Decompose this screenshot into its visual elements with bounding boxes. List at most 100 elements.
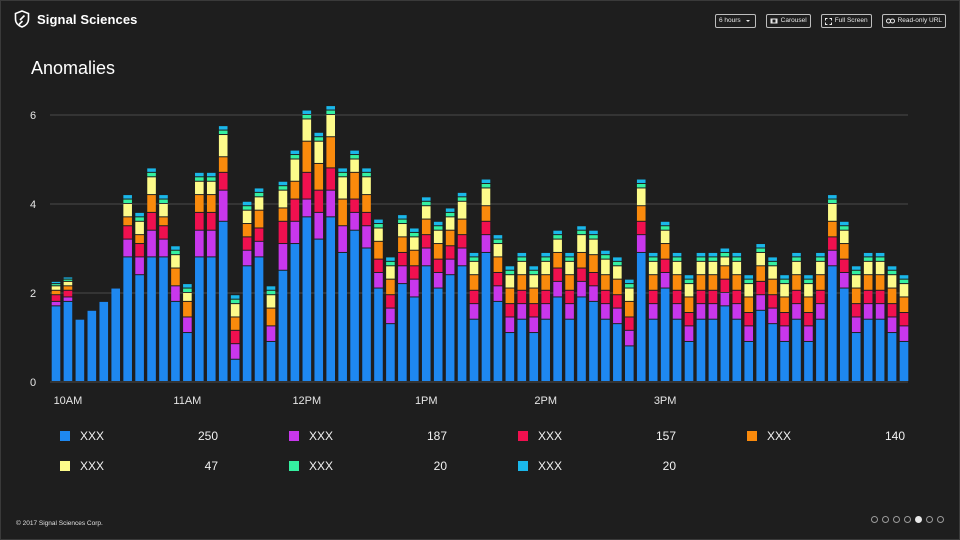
bar-segment[interactable] [266, 326, 276, 341]
bar-segment[interactable] [290, 199, 300, 221]
bar-segment[interactable] [493, 301, 503, 381]
bar-segment[interactable] [314, 132, 324, 137]
bar-segment[interactable] [469, 319, 479, 381]
bar-segment[interactable] [863, 257, 873, 261]
bar-segment[interactable] [756, 310, 765, 381]
bar-segment[interactable] [51, 306, 61, 381]
bar-segment[interactable] [493, 239, 503, 244]
bar-segment[interactable] [398, 266, 407, 284]
bar-segment[interactable] [338, 172, 347, 177]
bar-segment[interactable] [780, 275, 789, 279]
bar-segment[interactable] [816, 252, 825, 257]
bar-segment[interactable] [362, 168, 371, 172]
bar-segment[interactable] [696, 275, 706, 290]
bar-segment[interactable] [493, 272, 503, 286]
bar-segment[interactable] [851, 266, 861, 270]
bar-segment[interactable] [421, 206, 431, 219]
bar-segment[interactable] [744, 279, 754, 284]
bar-segment[interactable] [625, 330, 634, 346]
bar-segment[interactable] [362, 226, 371, 248]
bar-segment[interactable] [863, 252, 873, 257]
bar-segment[interactable] [720, 248, 730, 252]
bar-segment[interactable] [290, 221, 300, 244]
bar-segment[interactable] [804, 275, 813, 279]
bar-segment[interactable] [362, 177, 371, 195]
bar-segment[interactable] [875, 304, 885, 319]
bar-segment[interactable] [517, 261, 527, 275]
bar-segment[interactable] [505, 266, 515, 270]
bar-segment[interactable] [636, 221, 646, 235]
bar-segment[interactable] [768, 279, 777, 295]
bar-segment[interactable] [266, 295, 276, 308]
bar-segment[interactable] [230, 295, 240, 299]
bar-segment[interactable] [720, 257, 730, 266]
bar-segment[interactable] [804, 284, 813, 297]
bar-segment[interactable] [804, 326, 813, 341]
bar-segment[interactable] [589, 239, 598, 255]
bar-segment[interactable] [660, 230, 670, 244]
bar-segment[interactable] [326, 110, 335, 114]
bar-segment[interactable] [374, 241, 383, 259]
bar-segment[interactable] [183, 301, 192, 317]
bar-segment[interactable] [553, 235, 562, 239]
bar-segment[interactable] [75, 319, 85, 381]
bar-segment[interactable] [899, 313, 909, 326]
bar-segment[interactable] [398, 219, 407, 224]
bar-segment[interactable] [195, 181, 204, 195]
bar-segment[interactable] [230, 330, 240, 344]
bar-segment[interactable] [828, 195, 837, 199]
bar-segment[interactable] [481, 183, 491, 188]
bar-segment[interactable] [206, 257, 216, 381]
bar-segment[interactable] [63, 290, 73, 297]
bar-segment[interactable] [421, 235, 431, 248]
bar-segment[interactable] [159, 239, 168, 257]
bar-segment[interactable] [672, 257, 682, 261]
bar-segment[interactable] [744, 341, 754, 381]
bar-segment[interactable] [816, 290, 825, 304]
bar-segment[interactable] [135, 221, 144, 235]
bar-segment[interactable] [410, 279, 419, 297]
bar-segment[interactable] [565, 304, 574, 319]
bar-segment[interactable] [744, 284, 754, 297]
bar-segment[interactable] [410, 266, 419, 279]
bar-segment[interactable] [51, 290, 61, 295]
bar-segment[interactable] [433, 259, 443, 272]
bar-segment[interactable] [266, 308, 276, 326]
bar-segment[interactable] [517, 319, 527, 381]
bar-segment[interactable] [577, 268, 586, 281]
bar-segment[interactable] [517, 275, 527, 290]
bar-segment[interactable] [648, 252, 658, 257]
bar-segment[interactable] [350, 159, 359, 172]
bar-segment[interactable] [206, 181, 216, 195]
bar-segment[interactable] [410, 250, 419, 266]
bar-segment[interactable] [206, 177, 216, 181]
bar-segment[interactable] [218, 135, 228, 157]
bar-segment[interactable] [421, 248, 431, 266]
bar-segment[interactable] [290, 159, 300, 181]
bar-segment[interactable] [242, 266, 252, 381]
bar-segment[interactable] [111, 288, 121, 381]
bar-segment[interactable] [362, 212, 371, 226]
bar-segment[interactable] [410, 228, 419, 232]
bar-segment[interactable] [51, 295, 61, 301]
bar-segment[interactable] [51, 284, 61, 286]
bar-segment[interactable] [708, 257, 718, 261]
bar-segment[interactable] [828, 199, 837, 203]
bar-segment[interactable] [816, 261, 825, 275]
bar-segment[interactable] [386, 324, 395, 381]
bar-segment[interactable] [756, 248, 765, 252]
bar-segment[interactable] [374, 219, 383, 224]
bar-segment[interactable] [230, 304, 240, 317]
legend-item[interactable]: XXX 20 [289, 459, 449, 473]
bar-segment[interactable] [589, 286, 598, 301]
bar-segment[interactable] [625, 317, 634, 330]
bar-segment[interactable] [720, 252, 730, 257]
bar-segment[interactable] [517, 252, 527, 257]
bar-segment[interactable] [529, 288, 539, 304]
bar-segment[interactable] [195, 177, 204, 181]
bar-segment[interactable] [589, 272, 598, 286]
bar-segment[interactable] [708, 261, 718, 275]
bar-segment[interactable] [206, 212, 216, 230]
bar-segment[interactable] [254, 197, 264, 210]
bar-segment[interactable] [696, 252, 706, 257]
